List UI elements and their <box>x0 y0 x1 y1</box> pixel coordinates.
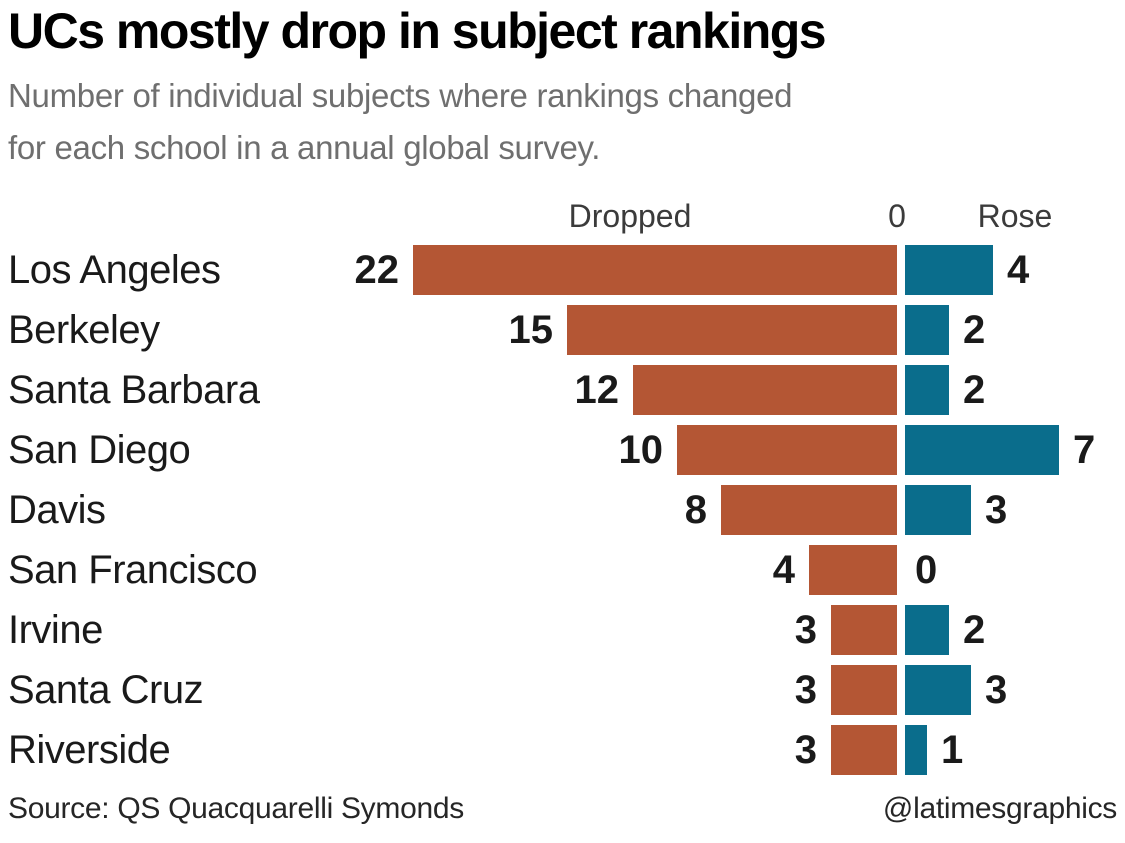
rose-value: 3 <box>985 668 1008 712</box>
column-header-dropped: Dropped <box>568 198 692 234</box>
dropped-bar <box>721 485 897 535</box>
dropped-value: 4 <box>772 548 795 592</box>
source-credit: Source: QS Quacquarelli Symonds <box>8 792 464 825</box>
row-label: Los Angeles <box>8 248 221 292</box>
subtitle-line-2: for each school in a annual global surve… <box>8 129 601 166</box>
row-label: San Diego <box>8 428 191 472</box>
rose-value: 2 <box>963 608 986 652</box>
rose-bar <box>905 425 1059 475</box>
rose-bar <box>905 245 993 295</box>
dropped-bar <box>633 365 897 415</box>
row-label: Davis <box>8 488 106 532</box>
rose-value: 7 <box>1073 428 1096 472</box>
column-header-rose: Rose <box>977 198 1053 234</box>
rose-bar <box>905 725 927 775</box>
dropped-value: 3 <box>794 728 817 772</box>
dropped-value: 3 <box>794 668 817 712</box>
dropped-value: 15 <box>508 308 554 352</box>
dropped-value: 10 <box>618 428 664 472</box>
dropped-bar <box>831 665 897 715</box>
rose-bar <box>905 305 949 355</box>
rose-bar <box>905 605 949 655</box>
row-label: Irvine <box>8 608 103 652</box>
row-label: Santa Barbara <box>8 368 260 412</box>
rose-bar <box>905 665 971 715</box>
subtitle-line-1: Number of individual subjects where rank… <box>8 77 793 114</box>
rose-value: 2 <box>963 368 986 412</box>
dropped-value: 3 <box>794 608 817 652</box>
rose-value: 3 <box>985 488 1008 532</box>
dropped-bar <box>567 305 897 355</box>
dropped-bar <box>831 605 897 655</box>
dropped-bar <box>809 545 897 595</box>
dropped-value: 8 <box>684 488 707 532</box>
rose-bar <box>905 485 971 535</box>
row-label: Riverside <box>8 728 171 772</box>
rose-value: 0 <box>915 548 938 592</box>
row-label: Santa Cruz <box>8 668 204 712</box>
rose-bar <box>905 365 949 415</box>
dropped-bar <box>831 725 897 775</box>
twitter-credit: @latimesgraphics <box>882 792 1117 825</box>
dropped-value: 12 <box>574 368 620 412</box>
dropped-bar <box>677 425 897 475</box>
row-label: San Francisco <box>8 548 258 592</box>
column-header-zero: 0 <box>888 198 906 234</box>
dropped-bar <box>413 245 897 295</box>
chart-subtitle: Number of individual subjects where rank… <box>8 70 792 174</box>
rose-value: 1 <box>941 728 964 772</box>
rose-value: 2 <box>963 308 986 352</box>
dropped-value: 22 <box>354 248 400 292</box>
row-label: Berkeley <box>8 308 160 352</box>
rose-value: 4 <box>1007 248 1030 292</box>
chart-title: UCs mostly drop in subject rankings <box>8 3 827 59</box>
